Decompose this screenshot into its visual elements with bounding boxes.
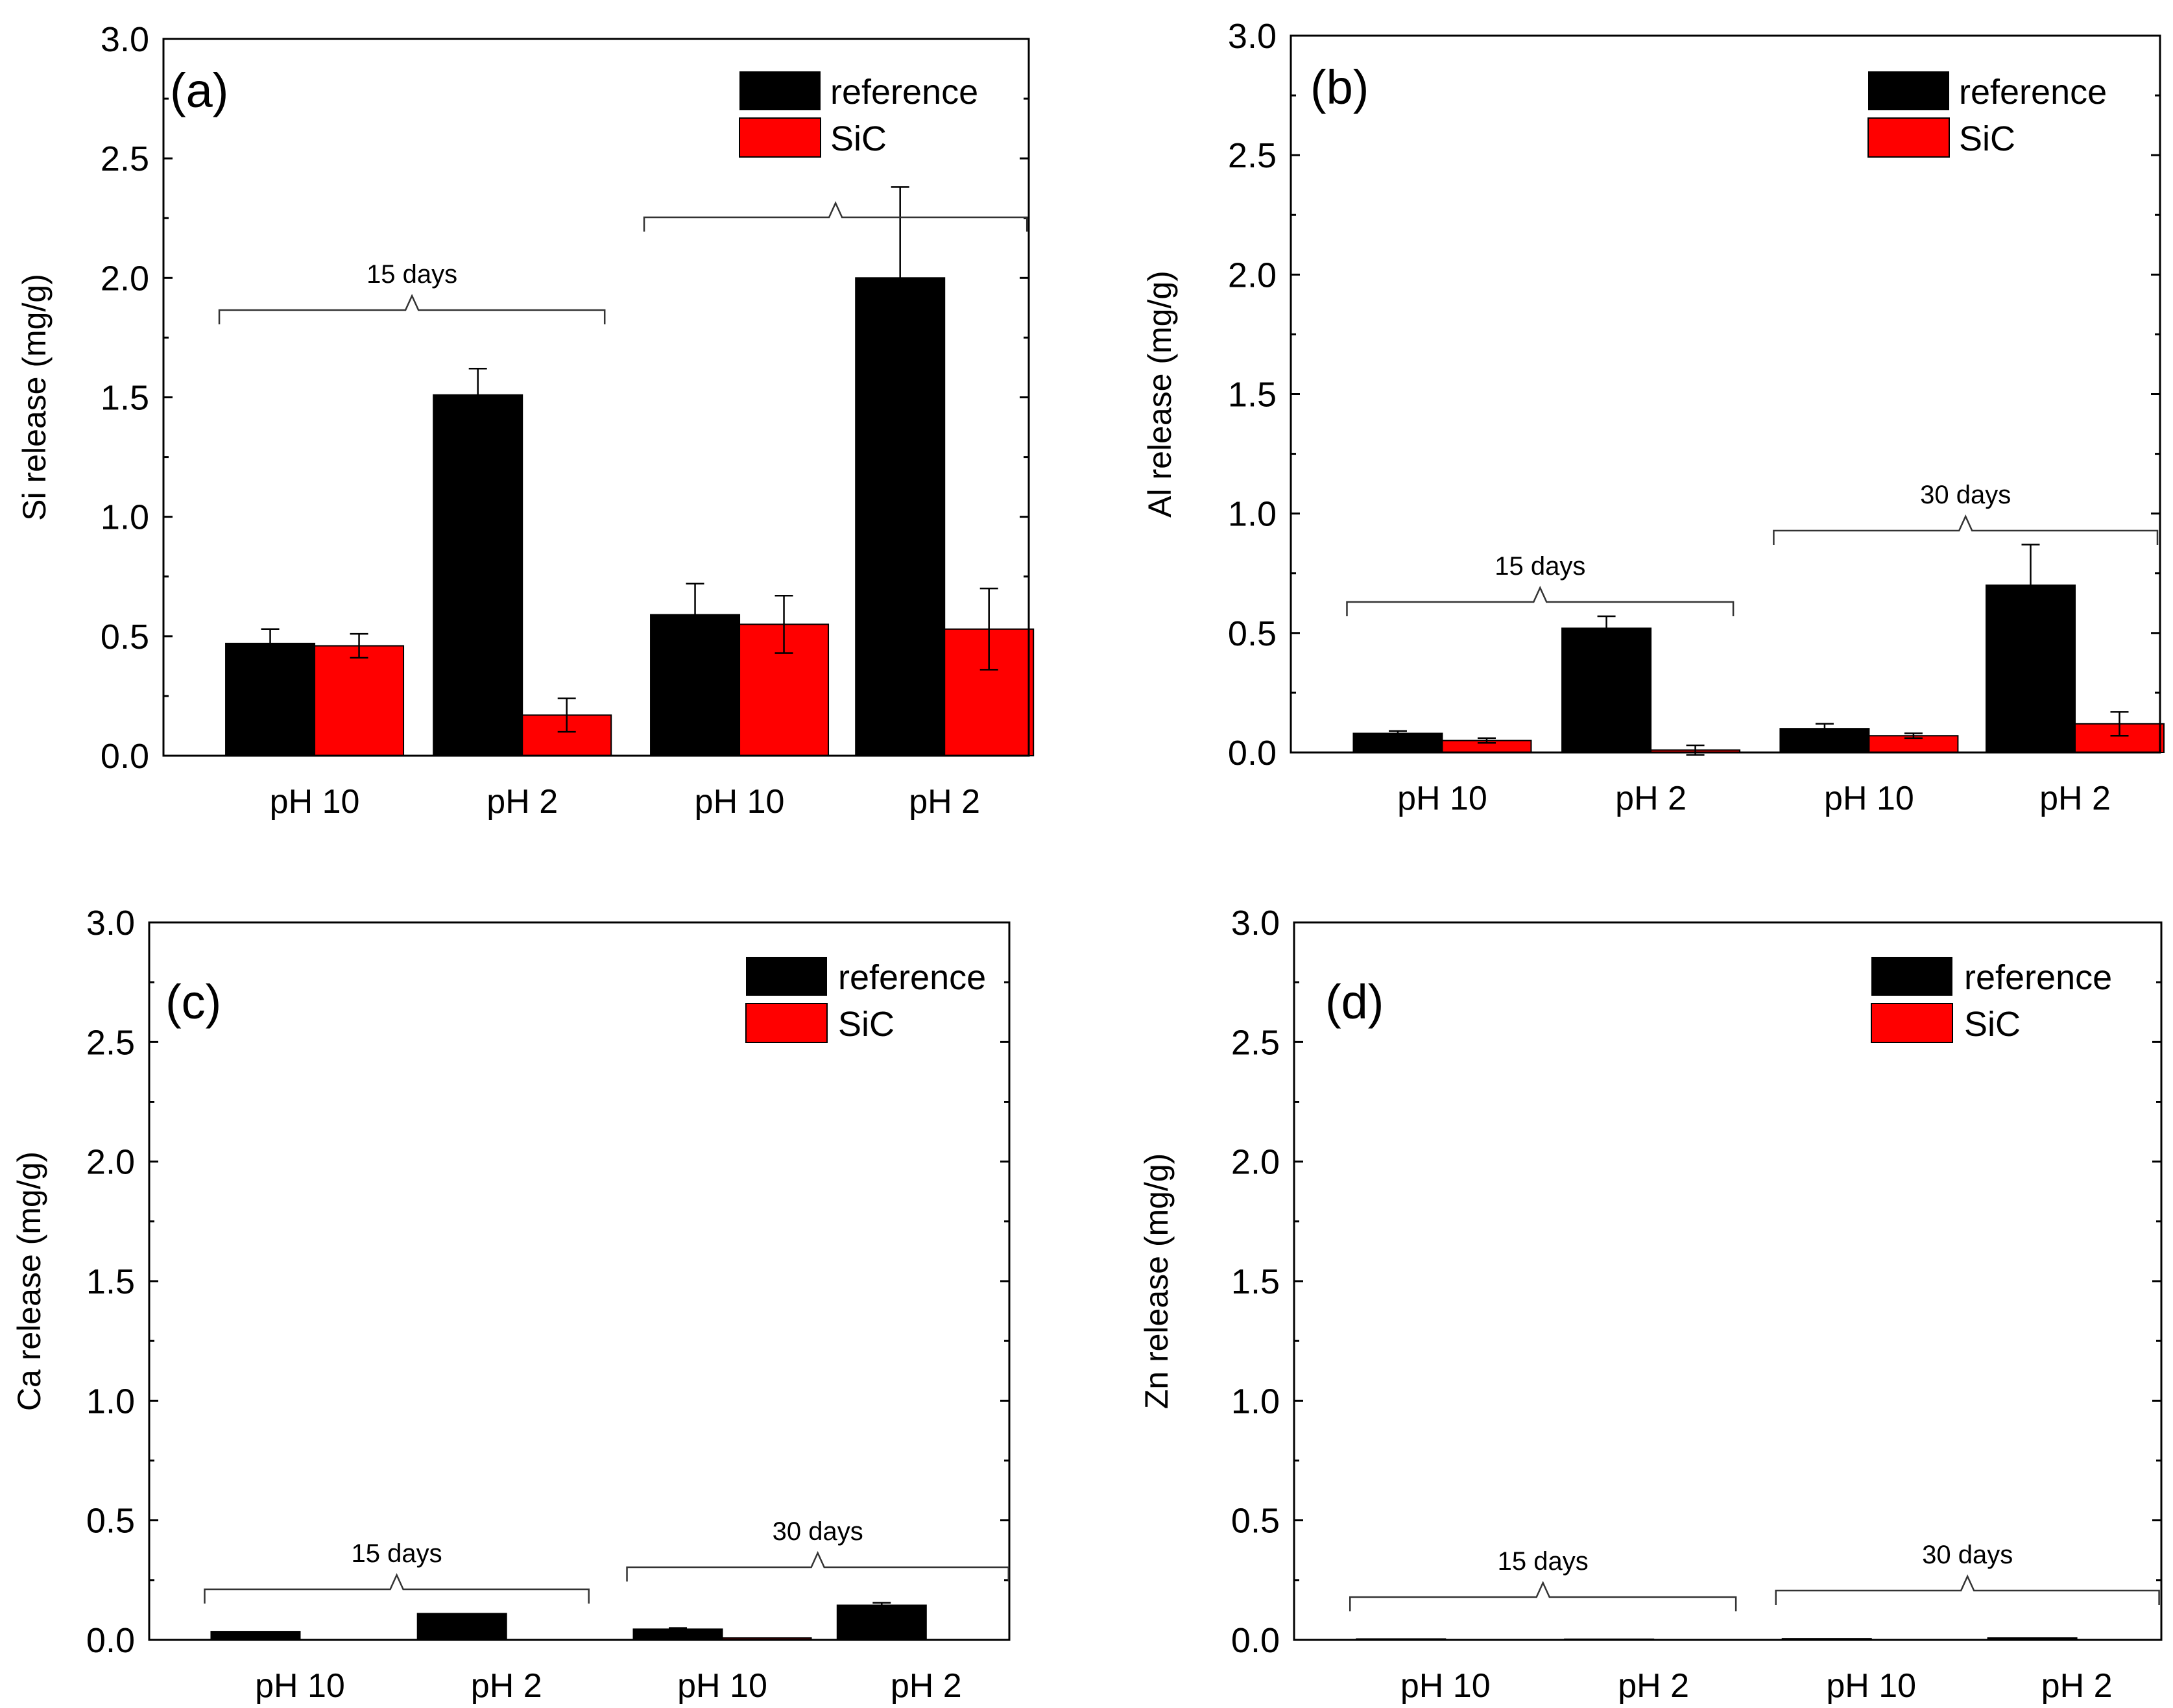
legend-label-reference: reference [838,958,986,997]
y-tick-label: 0.5 [1231,1502,1280,1541]
legend-label-sic: SiC [838,1005,894,1044]
plot-frame [1293,921,2163,1641]
reference-bar [433,394,523,756]
y-tick-label: 2.0 [86,1143,135,1182]
sic-bar [314,645,405,756]
reference-bar [836,1604,927,1641]
y-axis-label: Zn release (mg/g) [1138,1153,1175,1410]
legend-label-reference: reference [830,73,978,112]
y-tick-label: 2.5 [1231,1023,1280,1062]
y-tick-label: 1.0 [101,498,149,537]
legend-label-reference: reference [1964,958,2112,997]
x-tick-label: pH 2 [891,1667,962,1705]
y-tick-label: 3.0 [101,20,149,59]
x-tick-label: pH 10 [1826,1667,1916,1705]
group-bracket [1346,585,1735,616]
x-tick-label: pH 10 [1397,780,1487,817]
y-tick-label: 2.5 [1228,136,1277,175]
x-tick-label: pH 2 [1618,1667,1689,1705]
x-tick-label: pH 10 [677,1667,767,1705]
legend-swatch-reference [739,71,821,110]
legend-label-sic: SiC [1964,1005,2021,1044]
legend-swatch-reference [1871,957,1952,996]
group-bracket-label: 15 days [1495,552,1585,581]
y-tick-label: 0.0 [101,737,149,776]
x-tick-label: pH 2 [471,1667,542,1705]
y-tick-label: 1.5 [101,379,149,418]
x-tick-label: pH 10 [255,1667,345,1705]
reference-bar [416,1613,507,1641]
y-tick-label: 3.0 [1231,904,1280,943]
plot-frame [148,921,1011,1641]
reference-bar [1561,627,1652,754]
y-tick-label: 2.5 [86,1023,135,1062]
group-bracket [1349,1580,1737,1611]
y-axis-label: Si release (mg/g) [16,274,53,521]
group-bracket [643,200,1028,232]
y-tick-label: 0.0 [1228,734,1277,773]
x-tick-label: pH 10 [1824,780,1914,817]
panel-label: (a) [170,64,228,117]
y-tick-label: 2.5 [101,139,149,178]
panel-4: 0.0 0.5 1.0 1.5 2.0 2.5 3.0 Zn release (mg/g) pH… [1138,904,2163,1705]
plot-frame [162,38,1030,757]
group-bracket-label: 15 days [352,1539,442,1568]
group-bracket-label: 30 days [1922,1541,2013,1569]
y-tick-label: 2.0 [1228,256,1277,295]
y-tick-label: 0.5 [1228,614,1277,653]
group-bracket [1773,514,2159,545]
legend-swatch-sic [745,1003,828,1043]
group-bracket-label: 30 days [1920,481,2011,509]
group-bracket [1775,1574,2160,1605]
group-bracket [626,1550,1010,1582]
y-tick-label: 3.0 [86,904,135,943]
legend-swatch-reference [1868,71,1949,110]
x-tick-label: pH 10 [695,783,785,821]
y-tick-label: 1.5 [86,1262,135,1301]
panel-1: 0.0 0.5 1.0 1.5 2.0 2.5 3.0 Si release (mg/g) pH… [16,20,1035,821]
group-bracket [218,293,606,324]
legend-label-sic: SiC [830,119,887,158]
group-bracket [204,1572,590,1604]
legend-label-sic: SiC [1959,119,2015,158]
group-bracket-label: 30 days [773,1517,863,1546]
x-tick-label: pH 2 [486,783,558,821]
y-axis-label: Ca release (mg/g) [11,1151,47,1411]
legend-swatch-reference [746,957,827,996]
panel-label: (c) [165,975,221,1029]
x-tick-label: pH 10 [1400,1667,1491,1705]
x-tick-label: pH 2 [1615,780,1687,817]
y-tick-label: 0.0 [1231,1621,1280,1660]
legend-swatch-sic [739,117,821,158]
y-axis-label: Al release (mg/g) [1142,271,1178,518]
reference-bar [225,642,316,757]
x-tick-label: pH 2 [2041,1667,2113,1705]
group-bracket-label: 15 days [1498,1547,1589,1576]
legend-label-reference: reference [1959,73,2107,112]
y-tick-label: 2.0 [1231,1143,1280,1182]
panel-label: (b) [1310,60,1369,114]
y-tick-label: 1.0 [1228,495,1277,534]
y-tick-label: 1.0 [1231,1382,1280,1421]
y-tick-label: 2.0 [101,259,149,298]
legend-swatch-sic [1867,117,1950,158]
y-tick-label: 0.5 [101,618,149,656]
x-tick-label: pH 2 [2039,780,2111,817]
y-tick-label: 0.0 [86,1621,135,1660]
legend-swatch-sic [1871,1003,1953,1043]
panel-3: 0.0 0.5 1.0 1.5 2.0 2.5 3.0 Ca release (mg/g) pH… [11,904,1011,1705]
panel-label: (d) [1325,975,1384,1029]
y-tick-label: 1.0 [86,1382,135,1421]
x-tick-label: pH 2 [909,783,980,821]
y-tick-label: 1.5 [1228,376,1277,415]
x-tick-label: pH 10 [270,783,360,821]
y-tick-label: 3.0 [1228,17,1277,56]
group-bracket-label: 15 days [366,260,457,289]
plot-frame [1290,34,2161,754]
y-tick-label: 0.5 [86,1502,135,1541]
panel-2: 0.0 0.5 1.0 1.5 2.0 2.5 3.0 Al release (mg/g) pH… [1142,17,2165,817]
reference-bar [210,1631,301,1641]
y-tick-label: 1.5 [1231,1262,1280,1301]
